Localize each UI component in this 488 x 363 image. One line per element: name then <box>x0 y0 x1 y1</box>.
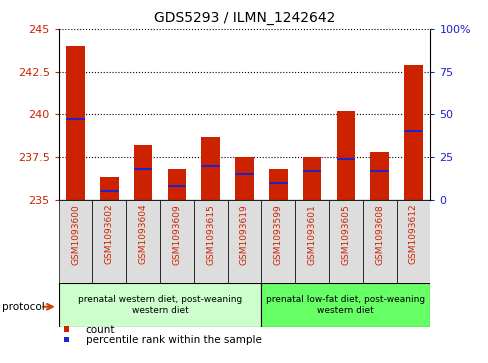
Bar <box>167 169 186 200</box>
Bar <box>261 283 429 327</box>
Text: prenatal western diet, post-weaning
western diet: prenatal western diet, post-weaning west… <box>78 295 242 315</box>
Text: GSM1093599: GSM1093599 <box>273 204 282 265</box>
Bar <box>403 130 422 132</box>
Text: GSM1093600: GSM1093600 <box>71 204 80 265</box>
Text: GSM1093605: GSM1093605 <box>341 204 349 265</box>
Bar <box>134 168 152 170</box>
Bar <box>66 118 85 121</box>
Bar <box>403 65 422 200</box>
Bar <box>336 111 354 200</box>
Bar <box>396 200 429 283</box>
Bar <box>66 46 85 200</box>
Text: percentile rank within the sample: percentile rank within the sample <box>85 335 261 345</box>
Text: protocol: protocol <box>2 302 45 312</box>
Bar <box>100 190 119 192</box>
Bar <box>126 200 160 283</box>
Bar <box>268 169 287 200</box>
Bar <box>369 170 388 172</box>
Text: GSM1093608: GSM1093608 <box>374 204 384 265</box>
Text: GSM1093619: GSM1093619 <box>240 204 248 265</box>
Bar <box>369 152 388 200</box>
Bar <box>59 283 261 327</box>
Bar <box>134 145 152 200</box>
Text: count: count <box>85 325 115 335</box>
Bar <box>336 158 354 160</box>
Bar <box>59 200 92 283</box>
Bar <box>201 164 220 167</box>
Bar <box>362 200 396 283</box>
Text: prenatal low-fat diet, post-weaning
western diet: prenatal low-fat diet, post-weaning west… <box>266 295 425 315</box>
Text: GSM1093601: GSM1093601 <box>307 204 316 265</box>
Bar <box>302 157 321 200</box>
Bar <box>167 185 186 187</box>
Bar <box>235 173 253 175</box>
Bar <box>100 178 119 200</box>
Bar <box>295 200 328 283</box>
Bar <box>92 200 126 283</box>
Text: GSM1093609: GSM1093609 <box>172 204 181 265</box>
Title: GDS5293 / ILMN_1242642: GDS5293 / ILMN_1242642 <box>154 11 334 25</box>
Bar <box>160 200 193 283</box>
Bar <box>261 200 295 283</box>
Text: GSM1093612: GSM1093612 <box>408 204 417 265</box>
Bar <box>201 136 220 200</box>
Bar <box>302 170 321 172</box>
Bar <box>193 200 227 283</box>
Text: GSM1093604: GSM1093604 <box>139 204 147 265</box>
Bar <box>328 200 362 283</box>
Text: GSM1093615: GSM1093615 <box>206 204 215 265</box>
Bar <box>227 200 261 283</box>
Text: GSM1093602: GSM1093602 <box>104 204 114 265</box>
Bar <box>268 182 287 184</box>
Bar <box>235 157 253 200</box>
